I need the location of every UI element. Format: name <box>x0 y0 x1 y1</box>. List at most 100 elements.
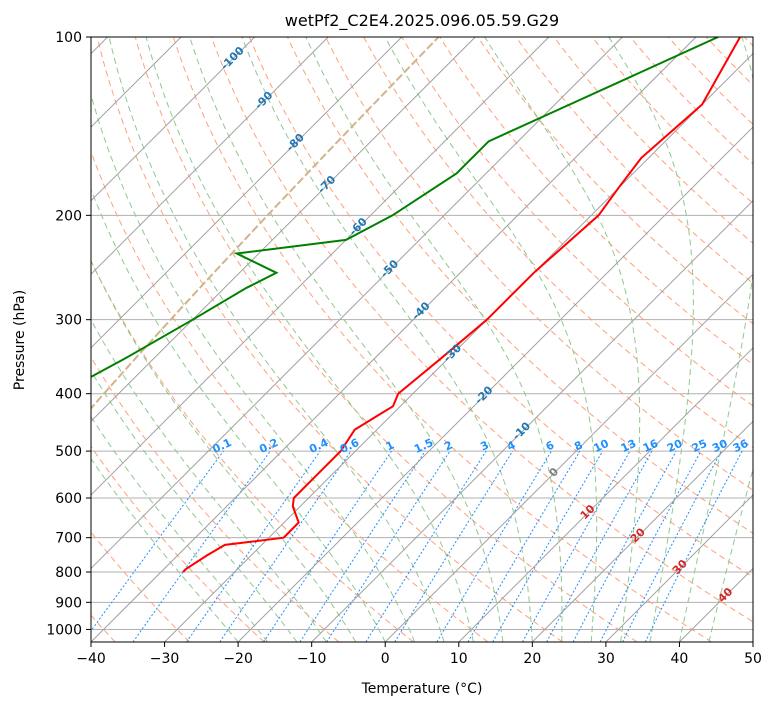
moist-adiabat <box>708 467 753 642</box>
isotherms <box>91 37 753 642</box>
chart-title: wetPf2_C2E4.2025.096.05.59.G29 <box>285 11 559 31</box>
isotherm <box>237 126 753 642</box>
isotherm <box>311 199 753 642</box>
pressure-gridlines <box>91 37 753 630</box>
isotherm-label: -40 <box>409 299 432 322</box>
x-tick-label: 40 <box>671 651 689 667</box>
mixing-ratio-label: 13 <box>619 437 638 455</box>
x-tick-label: −40 <box>76 651 106 667</box>
mixing-ratio-label: 1.5 <box>412 436 435 456</box>
dry-adiabat <box>91 150 489 642</box>
mixing-ratio-label: 10 <box>592 437 612 455</box>
x-tick-label: 20 <box>523 651 541 667</box>
isotherm <box>164 52 753 642</box>
mixing-ratio-line <box>522 450 631 642</box>
isotherm <box>679 567 753 642</box>
isotherm-label: 10 <box>578 502 598 522</box>
isotherm <box>384 273 753 642</box>
x-tick-label: 0 <box>381 651 390 667</box>
lcl-curve-line <box>91 37 440 410</box>
isotherm-label: -80 <box>284 131 307 154</box>
isotherm-label: 20 <box>628 525 648 545</box>
moist-adiabat <box>91 457 239 642</box>
moist-adiabats <box>91 37 753 642</box>
dry-adiabat <box>477 37 753 325</box>
y-tick-label: 200 <box>55 208 82 224</box>
isotherm-label: -70 <box>315 173 338 196</box>
dry-adiabat <box>553 37 753 244</box>
isotherm-label: -60 <box>347 215 370 238</box>
isotherm-label: -30 <box>441 341 464 364</box>
y-tick-label: 800 <box>55 565 82 581</box>
temperature-line <box>182 37 741 573</box>
y-axis-label: Pressure (hPa) <box>12 290 28 390</box>
x-tick-label: −10 <box>297 651 327 667</box>
isotherm-label: 30 <box>670 557 690 577</box>
plot-area <box>91 37 753 642</box>
x-tick-label: −20 <box>223 651 253 667</box>
x-axis-ticks: −40 −30 −20 −10 0 10 20 30 40 50 <box>76 642 762 667</box>
moist-adiabat <box>145 37 474 642</box>
plot-frame <box>90 36 754 643</box>
y-tick-label: 300 <box>55 313 82 329</box>
isotherm <box>458 347 753 642</box>
dry-adiabat <box>515 37 753 284</box>
mixing-ratio-line <box>91 450 224 632</box>
mixing-ratio-label: 0.6 <box>338 436 361 456</box>
dry-adiabat <box>363 37 753 449</box>
moist-adiabat <box>189 37 504 642</box>
isotherm-label: -90 <box>252 89 275 112</box>
mixing-ratio-line <box>394 450 514 642</box>
dry-adiabat <box>591 37 753 205</box>
moist-adiabat <box>484 37 641 642</box>
moist-adiabat <box>241 37 533 642</box>
isotherm <box>91 37 329 275</box>
dry-adiabat <box>401 37 753 407</box>
isotherm-label: -20 <box>472 383 495 406</box>
lcl-curve <box>91 37 440 410</box>
moist-adiabat <box>608 37 694 642</box>
y-tick-label: 400 <box>55 387 82 403</box>
mixing-ratio-line <box>299 450 426 642</box>
dry-adiabat <box>91 531 191 642</box>
mixing-ratio-line <box>572 450 677 642</box>
mixing-ratio-line <box>186 450 321 642</box>
dry-adiabat <box>91 445 265 642</box>
moist-adiabat <box>108 37 445 642</box>
isotherm <box>91 37 403 349</box>
dewpoint-line <box>91 37 719 379</box>
moist-adiabat <box>91 369 298 642</box>
x-tick-label: 30 <box>597 651 615 667</box>
mixing-ratio-line <box>467 450 581 642</box>
mixing-ratio-line <box>599 450 702 642</box>
y-tick-label: 500 <box>55 444 82 460</box>
x-axis-label: Temperature (°C) <box>361 681 483 697</box>
mixing-ratio-line <box>365 450 487 642</box>
isotherm <box>91 37 550 496</box>
mixing-ratio-line <box>263 450 392 642</box>
dry-adiabat <box>287 37 753 534</box>
isotherm <box>531 420 753 642</box>
mixing-ratio-line <box>546 450 653 642</box>
moist-adiabat <box>384 37 598 642</box>
moist-adiabat <box>305 37 563 642</box>
dry-adiabat <box>96 37 563 642</box>
y-tick-label: 700 <box>55 531 82 547</box>
mixing-ratio-label: 16 <box>641 437 661 455</box>
y-tick-label: 600 <box>55 491 82 507</box>
x-tick-label: −30 <box>150 651 180 667</box>
mixing-ratio-line <box>622 450 722 642</box>
y-tick-label: 1000 <box>46 622 82 638</box>
dry-adiabat <box>705 37 753 86</box>
isotherm <box>91 37 623 570</box>
mixing-ratio-line <box>219 450 352 642</box>
sounding-series <box>91 37 741 573</box>
moist-adiabat <box>91 93 416 642</box>
isotherm <box>91 37 256 202</box>
isotherm-label: -10 <box>510 419 533 442</box>
mixing-ratio-label: 20 <box>665 437 685 455</box>
dry-adiabats <box>91 37 753 642</box>
isotherm-label: -100 <box>218 44 247 73</box>
mixing-ratio-label: 30 <box>710 437 730 455</box>
